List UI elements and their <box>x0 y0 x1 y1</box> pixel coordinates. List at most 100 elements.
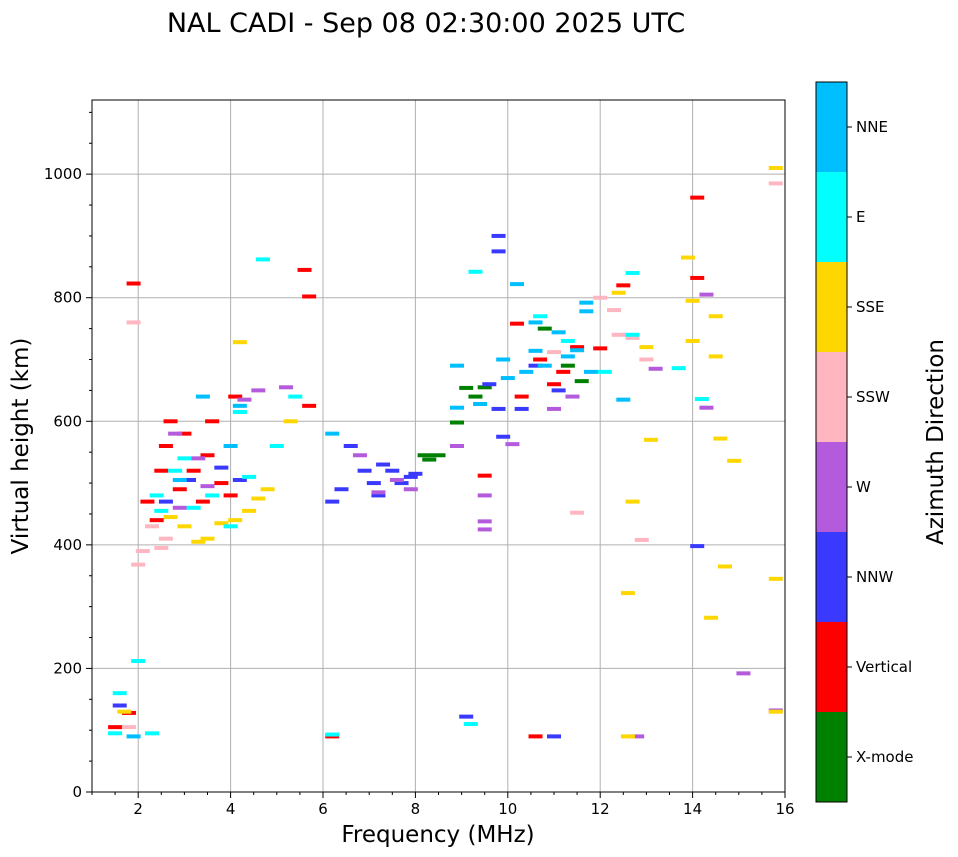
echo-point-x-mode <box>431 453 446 458</box>
echo-point-sse <box>232 340 247 345</box>
echo-point-sse <box>620 734 635 739</box>
echo-point-sse <box>768 709 783 714</box>
echo-point-e <box>145 731 160 736</box>
colorbar-swatch <box>816 352 847 442</box>
echo-point-w <box>172 505 187 510</box>
echo-point-e <box>177 456 192 461</box>
echo-point-nne <box>232 403 247 408</box>
y-axis: 0 200 400 600 800 1000 <box>44 111 92 801</box>
echo-point-sse <box>251 496 266 501</box>
echo-point-e <box>625 332 640 337</box>
echo-point-x-mode <box>422 457 437 462</box>
echo-point-vertical <box>302 294 317 299</box>
echo-point-w <box>403 487 418 492</box>
echo-point-nnw <box>491 233 506 238</box>
echo-point-sse <box>639 345 654 350</box>
x-tick-label: 12 <box>591 800 610 818</box>
y-tick-label: 600 <box>53 412 82 430</box>
plot-area: 2 4 6 8 10 12 14 16 0 200 400 600 800 1000 <box>44 99 795 818</box>
echo-point-w <box>237 397 252 402</box>
colorbar-swatch <box>816 532 847 622</box>
echo-point-ssw <box>126 320 141 325</box>
echo-point-nne <box>583 369 598 374</box>
echo-point-e <box>463 722 478 727</box>
echo-point-ssw <box>634 537 649 542</box>
echo-point-nne <box>551 330 566 335</box>
x-tick-label: 10 <box>498 800 517 818</box>
echo-point-w <box>648 366 663 371</box>
echo-point-sse <box>727 458 742 463</box>
echo-point-w <box>699 292 714 297</box>
echo-point-vertical <box>214 481 229 486</box>
echo-point-nne <box>510 282 525 287</box>
echo-point-vertical <box>533 357 548 362</box>
echo-point-e <box>168 468 183 473</box>
echo-point-e <box>468 269 483 274</box>
echo-point-vertical <box>205 419 220 424</box>
echo-point-nnw <box>690 544 705 549</box>
echo-point-w <box>279 385 294 390</box>
echo-point-vertical <box>297 267 312 272</box>
echo-point-e <box>269 444 284 448</box>
echo-point-ssw <box>593 295 608 300</box>
echo-point-nnw <box>514 406 529 411</box>
echo-point-nnw <box>343 444 358 448</box>
echo-point-x-mode <box>417 453 432 458</box>
echo-point-vertical <box>477 473 492 478</box>
x-tick-label: 16 <box>775 800 794 818</box>
echo-point-nnw <box>491 406 506 411</box>
echo-point-ssw <box>121 725 136 730</box>
echo-point-x-mode <box>477 385 492 390</box>
x-axis-label: Frequency (MHz) <box>341 822 534 848</box>
echo-point-nne <box>519 369 534 374</box>
echo-point-nnw <box>528 363 543 368</box>
echo-point-nnw <box>325 499 340 504</box>
echo-point-x-mode <box>537 326 552 331</box>
colorbar-tick-label: SSE <box>856 298 885 316</box>
echo-point-w <box>565 394 580 399</box>
echo-point-e <box>560 338 575 343</box>
echo-point-nne <box>570 348 585 353</box>
echo-point-sse <box>163 515 178 520</box>
colorbar-tick-label: E <box>856 208 865 226</box>
echo-point-e <box>325 732 340 737</box>
echo-point-nnw <box>376 462 391 467</box>
echo-point-x-mode <box>449 420 464 425</box>
x-tick-label: 14 <box>683 800 702 818</box>
echo-point-vertical <box>510 321 525 326</box>
echo-point-ssw <box>611 332 626 337</box>
echo-point-nne <box>537 363 552 368</box>
echo-point-nne <box>449 363 464 368</box>
echo-point-sse <box>713 436 728 441</box>
echo-point-nnw <box>182 477 197 482</box>
echo-point-sse <box>242 508 257 513</box>
echo-point-ssw <box>131 562 146 567</box>
echo-point-vertical <box>158 444 173 448</box>
echo-point-sse <box>200 536 215 541</box>
y-tick-label: 400 <box>53 536 82 554</box>
echo-point-nnw <box>112 703 127 708</box>
colorbar: X-mode Vertical NNW W SSW SSE E NNE <box>815 81 913 803</box>
echo-point-ssw <box>639 357 654 362</box>
echo-point-nnw <box>366 481 381 486</box>
colorbar-swatch <box>816 442 847 532</box>
x-axis: 2 4 6 8 10 12 14 16 <box>91 792 795 818</box>
echo-point-e <box>625 271 640 275</box>
echo-point-sse <box>708 314 723 319</box>
echo-point-vertical <box>302 403 317 408</box>
echo-point-nnw <box>496 434 511 439</box>
echo-point-nne <box>496 357 511 362</box>
echo-point-e <box>205 493 220 498</box>
echo-point-w <box>449 444 464 448</box>
echo-point-e <box>112 691 127 696</box>
colorbar-tick-label: NNE <box>856 118 888 136</box>
echo-point-w <box>352 453 367 458</box>
echo-point-nne <box>528 348 543 353</box>
colorbar-swatch <box>816 172 847 262</box>
echo-point-w <box>371 490 386 495</box>
echo-point-w <box>200 484 215 489</box>
echo-point-ssw <box>135 549 150 554</box>
echo-point-vertical <box>223 493 238 498</box>
echo-point-vertical <box>556 369 571 374</box>
